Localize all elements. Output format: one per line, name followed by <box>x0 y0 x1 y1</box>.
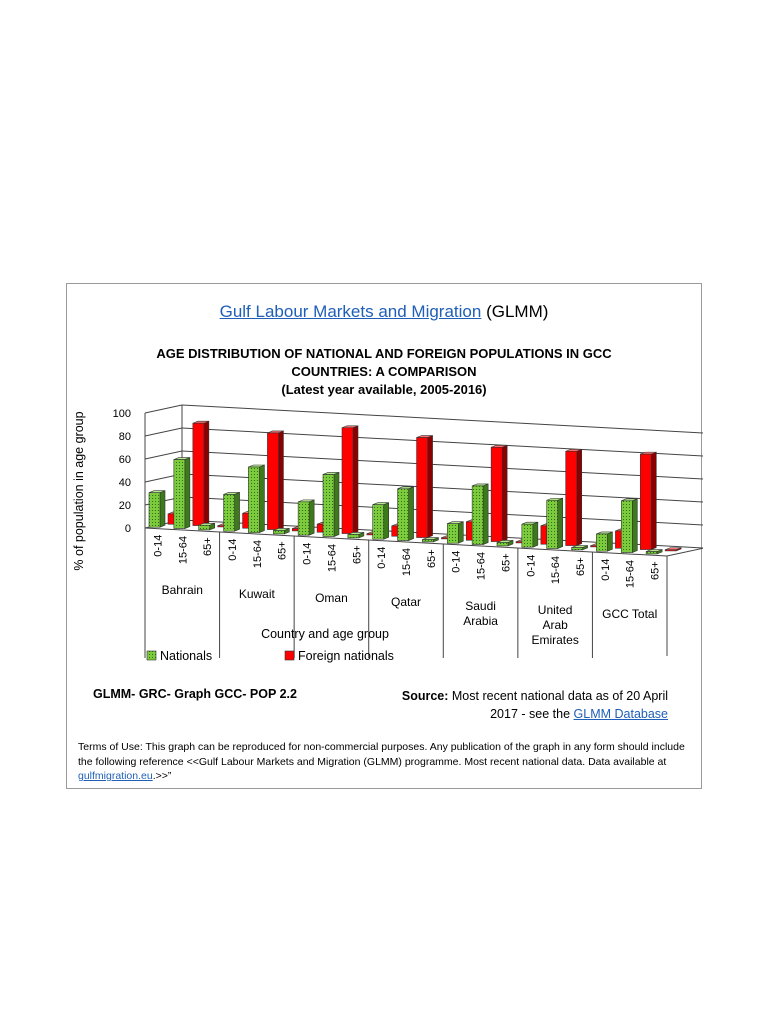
bar-foreign-nationals-kuwait-15-64 <box>267 430 284 531</box>
source-label: Source: <box>401 689 449 703</box>
x-tick-label: 15-64 <box>476 552 488 580</box>
glmm-suffix: (GLMM) <box>486 302 549 321</box>
x-tick-label: 0-14 <box>152 535 164 557</box>
bar-nationals-oman-15-64 <box>322 472 340 537</box>
x-tick-label: 15-64 <box>625 560 637 588</box>
y-tick-label: 40 <box>119 477 131 489</box>
bar-nationals-bahrain-0-14 <box>148 490 166 528</box>
bar-foreign-nationals-saudi-arabia-15-64 <box>490 444 508 543</box>
gridline <box>181 404 703 434</box>
floor-front-edge <box>144 527 668 557</box>
group-label-united-arab-emirates: United Arab Emirates <box>531 603 578 647</box>
group-label-bahrain: Bahrain <box>162 583 203 597</box>
floor-right-edge <box>666 547 703 557</box>
group-label-saudi-arabia: Saudi Arabia <box>463 599 498 628</box>
x-tick-label: 0-14 <box>376 547 388 569</box>
x-tick-label: 65+ <box>575 557 587 576</box>
group-label-kuwait: Kuwait <box>239 587 276 601</box>
x-tick-label: 65+ <box>351 545 363 564</box>
chart-title-line-1: AGE DISTRIBUTION OF NATIONAL AND FOREIGN… <box>156 346 612 361</box>
x-tick-label: 65+ <box>277 541 289 560</box>
bar-nationals-united-arab-emirates-0-14 <box>521 521 539 548</box>
x-tick-label: 0-14 <box>451 551 463 573</box>
x-tick-label: 65+ <box>202 537 214 556</box>
x-tick-label: 15-64 <box>177 536 189 564</box>
bar-foreign-nationals-gcc-total-15-64 <box>639 451 657 551</box>
group-label-oman: Oman <box>315 591 348 605</box>
y-axis-label: % of population in age group <box>72 411 86 570</box>
glmm-database-link[interactable]: GLMM Database <box>573 707 668 721</box>
chart-title: AGE DISTRIBUTION OF NATIONAL AND FOREIGN… <box>67 345 701 399</box>
legend-swatch-foreign-nationals <box>284 650 295 661</box>
terms-end: .>>” <box>152 770 172 782</box>
bar-nationals-qatar-65 <box>422 537 439 543</box>
bar-nationals-bahrain-15-64 <box>173 457 191 529</box>
terms-of-use: Terms of Use: This graph can be reproduc… <box>78 740 688 784</box>
bar-nationals-united-arab-emirates-15-64 <box>546 497 564 549</box>
y-tick-label: 100 <box>113 408 131 420</box>
bar-nationals-oman-65 <box>347 531 365 539</box>
group-label-qatar: Qatar <box>391 595 421 609</box>
bar-nationals-saudi-arabia-15-64 <box>471 483 489 545</box>
y-tick-label: 80 <box>119 431 131 443</box>
legend-label-foreign-nationals: Foreign nationals <box>298 649 394 663</box>
y-tick-label: 0 <box>125 523 131 535</box>
group-label-gcc-total: GCC Total <box>602 607 657 621</box>
x-axis: 0-14 15-64 65+ Bahrain 0-14 15-64 65+ Kuwait 0-1… <box>144 528 668 658</box>
bar-nationals-kuwait-65 <box>272 527 290 535</box>
chart-title-line-2: COUNTRIES: A COMPARISON <box>291 364 477 379</box>
bar-chart: 0 20 40 60 80 100 % of population in age group… <box>72 404 703 663</box>
x-axis-label: Country and age group <box>261 627 389 641</box>
legend-swatch-nationals <box>146 650 157 661</box>
x-tick-label: 0-14 <box>525 555 537 577</box>
bar-nationals-saudi-arabia-0-14 <box>446 521 464 544</box>
bar-nationals-gcc-total-0-14 <box>596 531 613 552</box>
bars <box>148 420 682 555</box>
bar-nationals-kuwait-0-14 <box>223 491 240 532</box>
gridline <box>181 427 703 457</box>
gridline-side <box>144 450 183 460</box>
x-tick-label: 15-64 <box>401 548 413 576</box>
legend: Nationals Foreign nationals <box>146 649 394 663</box>
y-tick-label: 60 <box>119 454 131 466</box>
x-tick-label: 15-64 <box>252 540 264 568</box>
x-tick-label: 15-64 <box>326 544 338 572</box>
bar-nationals-gcc-total-65 <box>645 549 663 555</box>
x-tick-label: 0-14 <box>227 539 239 561</box>
source-note: Source: Most recent national data as of … <box>388 687 668 723</box>
graph-reference: GLMM- GRC- Graph GCC- POP 2.2 <box>93 687 297 701</box>
gridline-side <box>144 404 183 414</box>
bar-nationals-kuwait-15-64 <box>248 464 265 533</box>
gulfmigration-link[interactable]: gulfmigration.eu <box>78 770 153 782</box>
bar-foreign-nationals-qatar-15-64 <box>416 435 433 539</box>
bar-nationals-oman-0-14 <box>297 499 315 536</box>
x-tick-label: 15-64 <box>550 556 562 584</box>
chart-title-line-3: (Latest year available, 2005-2016) <box>281 382 487 397</box>
page-header: Gulf Labour Markets and Migration (GLMM) <box>67 302 701 322</box>
x-tick-label: 65+ <box>426 549 438 568</box>
bar-nationals-qatar-15-64 <box>397 486 414 541</box>
bar-foreign-nationals-bahrain-15-64 <box>192 420 210 527</box>
x-tick-label: 65+ <box>500 553 512 572</box>
x-tick-label: 65+ <box>650 561 662 580</box>
bar-nationals-bahrain-65 <box>198 522 216 531</box>
bar-foreign-nationals-gcc-total-65 <box>664 547 682 552</box>
source-text: Most recent national data as of 20 April… <box>451 689 668 721</box>
bar-nationals-united-arab-emirates-65 <box>571 545 588 551</box>
x-tick-label: 0-14 <box>600 559 612 581</box>
glmm-link[interactable]: Gulf Labour Markets and Migration <box>219 302 482 321</box>
figure-frame: Gulf Labour Markets and Migration (GLMM)… <box>66 283 703 789</box>
gridline-side <box>144 427 183 437</box>
bar-foreign-nationals-oman-15-64 <box>341 425 359 535</box>
terms-text: Terms of Use: This graph can be reproduc… <box>78 741 685 768</box>
bar-nationals-saudi-arabia-65 <box>496 539 514 547</box>
bar-foreign-nationals-united-arab-emirates-15-64 <box>565 448 583 547</box>
bar-nationals-qatar-0-14 <box>372 502 390 540</box>
legend-label-nationals: Nationals <box>160 649 212 663</box>
x-tick-label: 0-14 <box>302 543 314 565</box>
y-tick-label: 20 <box>119 500 131 512</box>
bar-nationals-gcc-total-15-64 <box>620 498 638 553</box>
